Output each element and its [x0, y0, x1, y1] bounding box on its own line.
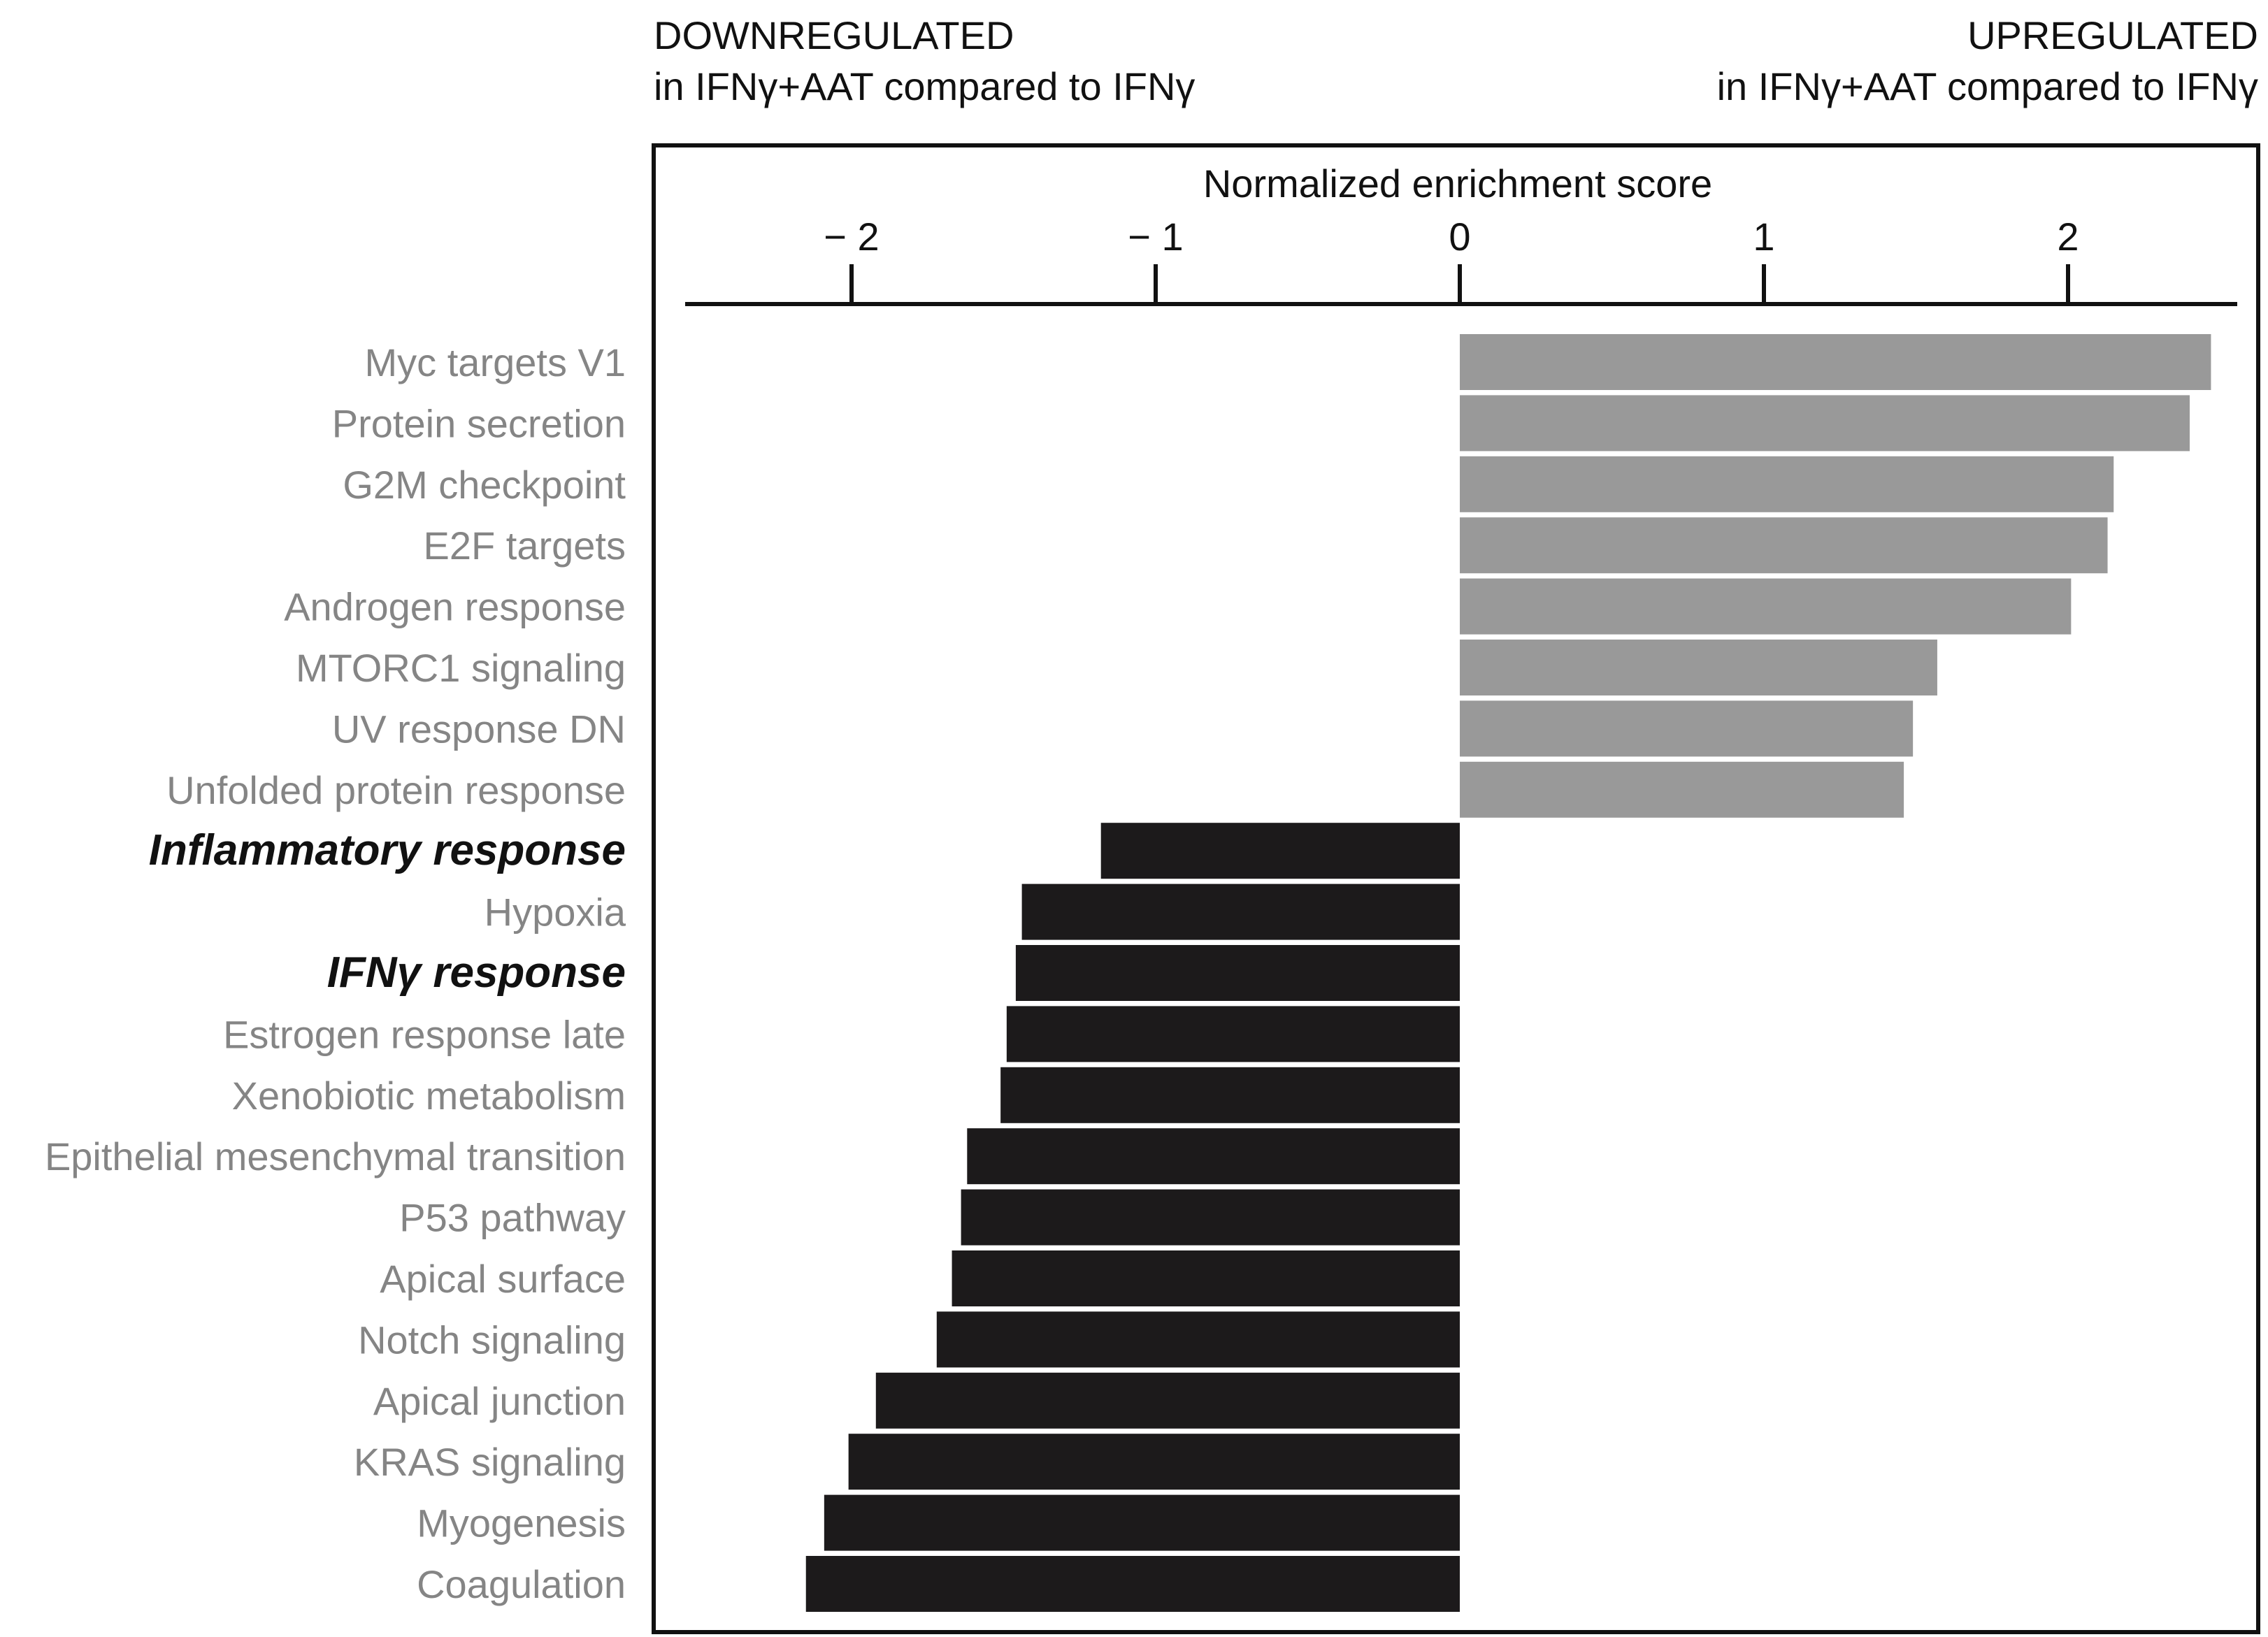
x-tick-label: 2 [2057, 215, 2079, 259]
bar [875, 1372, 1460, 1429]
category-label: KRAS signaling [354, 1440, 626, 1484]
category-label: MTORC1 signaling [296, 646, 626, 690]
plot-frame [652, 143, 2260, 1634]
bar [1100, 823, 1460, 879]
bar [1006, 1006, 1460, 1062]
category-label: UV response DN [332, 707, 626, 751]
category-label: Coagulation [417, 1562, 626, 1606]
bar [1015, 945, 1460, 1001]
category-label: Xenobiotic metabolism [232, 1074, 626, 1118]
category-label: Epithelial mesenchymal transition [45, 1134, 626, 1178]
category-labels: Myc targets V1 Protein secretion G2M check… [45, 340, 626, 1606]
x-tick-label: − 2 [824, 215, 879, 259]
bar [848, 1434, 1460, 1490]
category-label: Inflammatory response [149, 826, 626, 874]
category-label: Androgen response [284, 585, 626, 629]
bar [805, 1556, 1460, 1612]
bar [952, 1250, 1460, 1306]
bar [1000, 1067, 1460, 1123]
category-label: Myogenesis [417, 1501, 626, 1545]
category-label: Notch signaling [358, 1318, 626, 1362]
bar [824, 1494, 1460, 1551]
x-axis-ticks: − 2 − 1 0 1 2 [824, 215, 2079, 304]
bar [1460, 395, 2190, 452]
category-label: Apical junction [373, 1379, 626, 1423]
x-tick-label: − 1 [1128, 215, 1183, 259]
x-tick-label: 1 [1753, 215, 1774, 259]
bar [1460, 640, 1937, 695]
bar [1021, 884, 1460, 940]
header-left-line2: in IFNγ+AAT compared to IFNγ [654, 64, 1195, 108]
header-right-line1: UPREGULATED [1967, 13, 2258, 57]
bar [1460, 761, 1904, 818]
header-left-line1: DOWNREGULATED [654, 13, 1014, 57]
bar [1460, 456, 2114, 512]
category-label: Protein secretion [332, 401, 626, 445]
x-axis-title: Normalized enrichment score [1203, 161, 1712, 205]
bar [1460, 700, 1914, 757]
category-label: Estrogen response late [223, 1012, 626, 1056]
bar [1460, 517, 2108, 574]
bar [936, 1311, 1460, 1368]
category-label: G2M checkpoint [343, 463, 626, 507]
bars-group [805, 334, 2211, 1612]
header-right-line2: in IFNγ+AAT compared to IFNγ [1717, 64, 2258, 108]
x-tick-label: 0 [1449, 215, 1470, 259]
category-label: IFNγ response [327, 949, 626, 997]
bar [1460, 334, 2211, 390]
category-label: P53 pathway [399, 1196, 626, 1240]
category-label: Apical surface [380, 1257, 626, 1301]
bar [961, 1189, 1460, 1246]
bar [1460, 578, 2072, 635]
bar [967, 1128, 1460, 1185]
category-label: E2F targets [424, 524, 626, 568]
category-label: Hypoxia [485, 890, 626, 935]
category-label: Unfolded protein response [166, 768, 626, 812]
category-label: Myc targets V1 [365, 340, 626, 384]
